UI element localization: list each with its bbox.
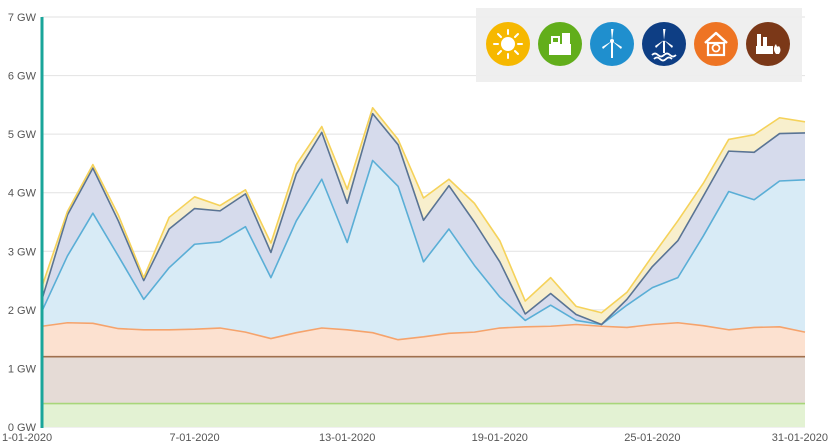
- onshore-wind-line: [41, 159, 806, 326]
- x-tick-label: 1-01-2020: [2, 432, 52, 444]
- solar-glyph: [486, 22, 530, 66]
- x-tick-label: 7-01-2020: [170, 432, 220, 444]
- y-tick-label: 3 GW: [8, 246, 37, 258]
- series-areas: [42, 107, 805, 427]
- solar-icon[interactable]: [486, 22, 530, 66]
- y-tick-label: 0 GW: [8, 422, 37, 434]
- solar-line: [41, 106, 806, 314]
- offshore-wind-icon[interactable]: [642, 22, 686, 66]
- waste-area: [42, 322, 805, 357]
- waste-line: [41, 321, 806, 341]
- onshore-wind-glyph: [590, 22, 634, 66]
- x-tick-label: 25-01-2020: [624, 432, 680, 444]
- fossil-glyph: [746, 22, 790, 66]
- y-tick-label: 1 GW: [8, 363, 37, 375]
- biomass-area: [42, 403, 805, 427]
- fossil-icon[interactable]: [746, 22, 790, 66]
- y-tick-label: 5 GW: [8, 129, 37, 141]
- y-tick-label: 7 GW: [8, 12, 37, 24]
- waste-glyph: [694, 22, 738, 66]
- offshore-wind-glyph: [642, 22, 686, 66]
- y-tick-labels: 0 GW 1 GW 2 GW 3 GW 4 GW 5 GW 6 GW 7 GW: [8, 12, 37, 434]
- x-tick-label: 19-01-2020: [472, 432, 528, 444]
- waste-icon[interactable]: [694, 22, 738, 66]
- y-tick-label: 4 GW: [8, 188, 37, 200]
- series-lines: [41, 106, 806, 405]
- offshore-wind-area: [42, 113, 805, 325]
- y-tick-label: 2 GW: [8, 305, 37, 317]
- x-tick-label: 13-01-2020: [319, 432, 375, 444]
- biomass-glyph: [538, 22, 582, 66]
- solar-area: [42, 107, 805, 325]
- y-tick-label: 6 GW: [8, 71, 37, 83]
- offshore-wind-line: [41, 112, 806, 326]
- x-tick-labels: 1-01-2020 7-01-2020 13-01-2020 19-01-2020 25…: [2, 432, 828, 444]
- fossil-area: [42, 356, 805, 404]
- legend: [476, 8, 802, 82]
- biomass-icon[interactable]: [538, 22, 582, 66]
- onshore-wind-area: [42, 160, 805, 340]
- x-tick-label: 31-01-2020: [772, 432, 828, 444]
- onshore-wind-icon[interactable]: [590, 22, 634, 66]
